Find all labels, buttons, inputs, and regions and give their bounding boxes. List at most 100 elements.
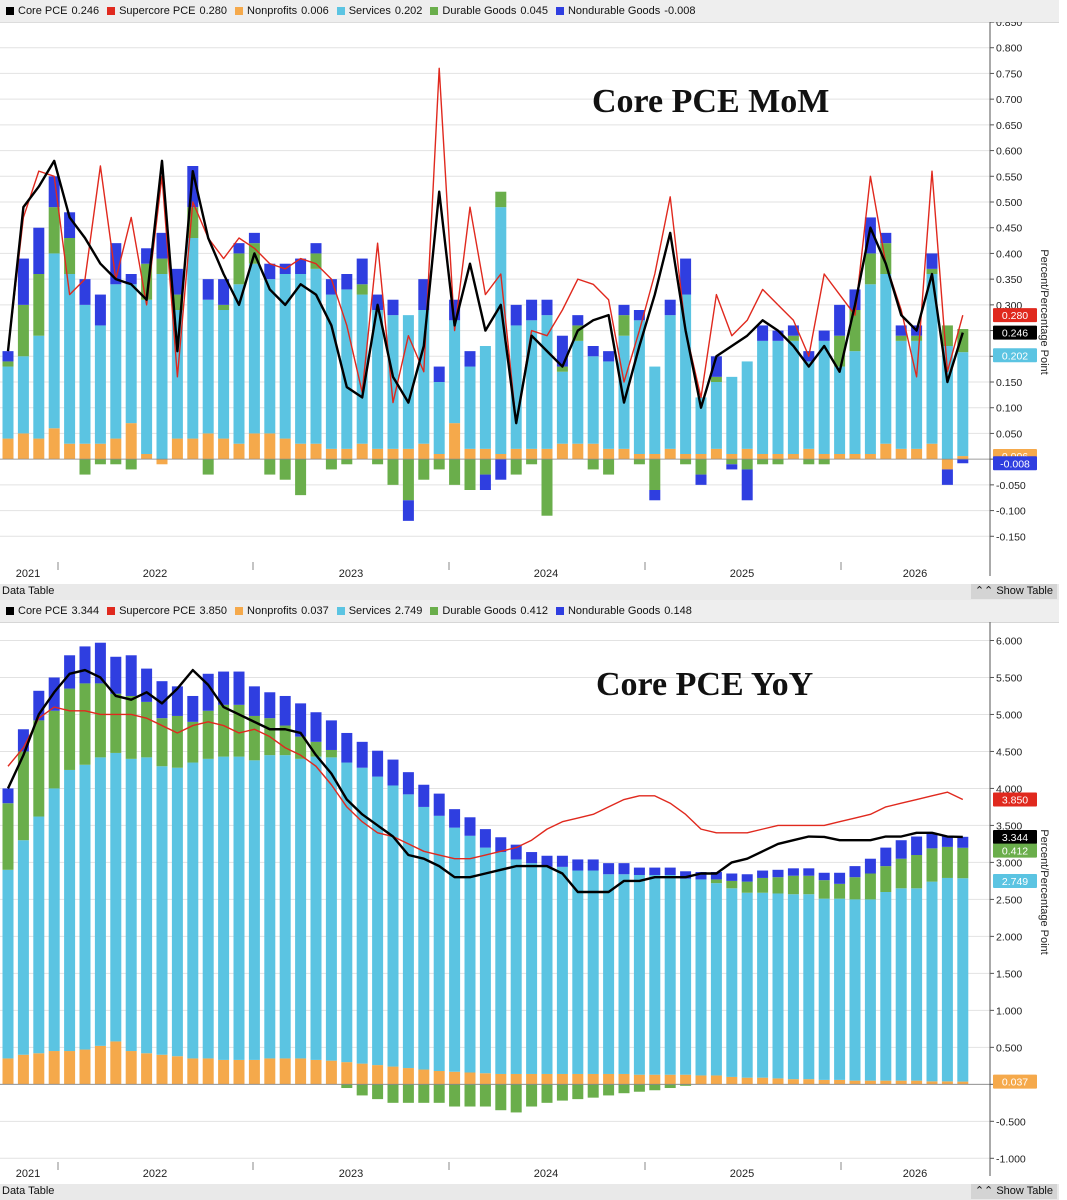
bar-segment[interactable] xyxy=(33,335,45,439)
bar-segment[interactable] xyxy=(2,366,14,439)
bar-segment[interactable] xyxy=(526,1073,538,1085)
bar-segment[interactable] xyxy=(818,459,830,465)
bar-segment[interactable] xyxy=(572,443,584,460)
bar-segment[interactable] xyxy=(680,258,692,295)
bar-segment[interactable] xyxy=(757,1077,769,1085)
bar-segment[interactable] xyxy=(372,1084,384,1100)
bar-segment[interactable] xyxy=(449,1084,461,1107)
bar-segment[interactable] xyxy=(526,299,538,321)
bar-segment[interactable] xyxy=(402,459,414,501)
bar-segment[interactable] xyxy=(479,448,491,460)
bar-segment[interactable] xyxy=(387,759,399,786)
bar-segment[interactable] xyxy=(402,448,414,460)
bar-segment[interactable] xyxy=(803,459,815,465)
bar-segment[interactable] xyxy=(572,1073,584,1085)
bar-segment[interactable] xyxy=(17,751,29,841)
bar-segment[interactable] xyxy=(325,749,337,758)
bar-segment[interactable] xyxy=(649,1084,661,1091)
bar-segment[interactable] xyxy=(94,443,106,460)
bar-segment[interactable] xyxy=(310,756,322,1060)
bar-segment[interactable] xyxy=(202,758,214,1059)
bar-segment[interactable] xyxy=(695,1075,707,1085)
bar-segment[interactable] xyxy=(680,1074,692,1085)
bar-segment[interactable] xyxy=(479,1084,491,1107)
bar-segment[interactable] xyxy=(64,655,76,689)
bar-segment[interactable] xyxy=(141,263,153,300)
bar-segment[interactable] xyxy=(356,1084,368,1096)
bar-segment[interactable] xyxy=(556,371,568,444)
legend-item-nondurable-goods[interactable]: Nondurable Goods 0.148 xyxy=(555,605,692,617)
bar-segment[interactable] xyxy=(295,703,307,737)
bar-segment[interactable] xyxy=(479,829,491,848)
bar-segment[interactable] xyxy=(156,232,168,259)
bar-segment[interactable] xyxy=(741,881,753,893)
bar-segment[interactable] xyxy=(603,459,615,475)
bar-segment[interactable] xyxy=(757,325,769,341)
bar-segment[interactable] xyxy=(79,764,91,1050)
bar-segment[interactable] xyxy=(156,258,168,274)
bar-segment[interactable] xyxy=(110,438,122,460)
bar-segment[interactable] xyxy=(803,448,815,460)
bar-segment[interactable] xyxy=(464,366,476,449)
bar-segment[interactable] xyxy=(310,741,322,757)
bar-segment[interactable] xyxy=(911,1080,923,1085)
bar-segment[interactable] xyxy=(48,253,60,429)
bar-segment[interactable] xyxy=(864,253,876,285)
bar-segment[interactable] xyxy=(772,340,784,454)
bar-segment[interactable] xyxy=(218,1059,230,1085)
bar-segment[interactable] xyxy=(248,686,260,716)
bar-segment[interactable] xyxy=(248,1059,260,1085)
bar-segment[interactable] xyxy=(248,263,260,434)
bar-segment[interactable] xyxy=(202,673,214,711)
bar-segment[interactable] xyxy=(110,752,122,1042)
bar-segment[interactable] xyxy=(911,340,923,449)
bar-segment[interactable] xyxy=(187,1058,199,1085)
bar-segment[interactable] xyxy=(110,459,122,465)
bar-segment[interactable] xyxy=(449,299,461,321)
bar-segment[interactable] xyxy=(372,294,384,310)
bar-segment[interactable] xyxy=(495,191,507,208)
bar-segment[interactable] xyxy=(325,720,337,750)
bar-segment[interactable] xyxy=(233,443,245,460)
bar-segment[interactable] xyxy=(787,325,799,336)
bar-segment[interactable] xyxy=(295,258,307,274)
bar-segment[interactable] xyxy=(941,1081,953,1085)
bar-segment[interactable] xyxy=(510,459,522,475)
bar-segment[interactable] xyxy=(572,315,584,326)
bar-segment[interactable] xyxy=(372,750,384,777)
bar-segment[interactable] xyxy=(141,1053,153,1085)
bar-segment[interactable] xyxy=(418,806,430,1070)
bar-segment[interactable] xyxy=(895,340,907,449)
bar-segment[interactable] xyxy=(957,878,969,1082)
bar-segment[interactable] xyxy=(849,866,861,878)
bar-segment[interactable] xyxy=(48,207,60,254)
bar-segment[interactable] xyxy=(17,258,29,305)
bar-segment[interactable] xyxy=(834,883,846,899)
bar-segment[interactable] xyxy=(418,784,430,807)
bar-segment[interactable] xyxy=(726,873,738,881)
bar-segment[interactable] xyxy=(17,1054,29,1085)
bar-segment[interactable] xyxy=(649,454,661,460)
core-pce-line[interactable] xyxy=(6,668,963,894)
bar-segment[interactable] xyxy=(664,1084,676,1089)
bar-segment[interactable] xyxy=(479,346,491,449)
bar-segment[interactable] xyxy=(926,443,938,460)
bar-segment[interactable] xyxy=(618,874,630,1074)
bar-segment[interactable] xyxy=(880,847,892,867)
bar-segment[interactable] xyxy=(264,433,276,460)
bar-segment[interactable] xyxy=(387,315,399,449)
bar-segment[interactable] xyxy=(818,872,830,881)
bar-segment[interactable] xyxy=(680,454,692,460)
bar-segment[interactable] xyxy=(64,238,76,274)
bar-segment[interactable] xyxy=(941,459,953,470)
bar-segment[interactable] xyxy=(2,803,14,870)
bar-segment[interactable] xyxy=(757,459,769,465)
bar-segment[interactable] xyxy=(418,459,430,480)
bar-segment[interactable] xyxy=(541,448,553,460)
bar-segment[interactable] xyxy=(880,1080,892,1085)
bar-segment[interactable] xyxy=(495,459,507,480)
bar-segment[interactable] xyxy=(803,894,815,1080)
bar-segment[interactable] xyxy=(187,166,199,208)
bar-segment[interactable] xyxy=(541,1073,553,1085)
bar-segment[interactable] xyxy=(341,732,353,763)
